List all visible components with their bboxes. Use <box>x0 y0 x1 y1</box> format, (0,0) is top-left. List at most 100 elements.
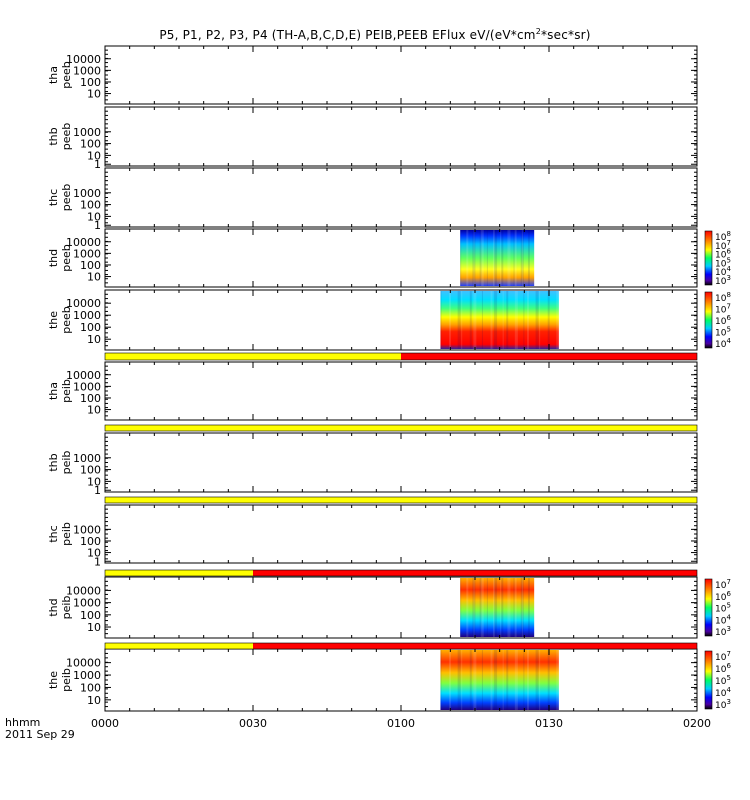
spectrogram-streak <box>457 291 461 349</box>
spectrogram-streak <box>461 650 463 710</box>
spectrogram-streak <box>506 291 509 349</box>
spectrogram-streak <box>486 578 488 637</box>
flag-segment-yellow <box>105 643 253 649</box>
panel-product-label: peib <box>60 668 73 692</box>
spectrogram-streak <box>460 230 462 286</box>
spectrogram-streak <box>449 291 452 349</box>
spectrogram-streak <box>523 291 525 349</box>
spectrogram-streak <box>494 578 498 637</box>
spectrogram-streak <box>514 578 517 637</box>
x-tick-label: 0100 <box>387 717 415 730</box>
panel-product-label: peeb <box>60 306 73 334</box>
y-tick-label: 100 <box>80 138 101 151</box>
panel-product-label: peib <box>60 379 73 403</box>
panel-probe-label: thd <box>47 598 60 616</box>
colorbar <box>704 230 713 286</box>
date-label: 2011 Sep 29 <box>5 728 75 741</box>
y-tick-label: 10000 <box>66 53 101 66</box>
flag-segment-yellow <box>105 497 697 503</box>
spectrogram-streak <box>473 578 475 637</box>
spectrogram-streak <box>547 291 550 349</box>
spectrogram-streak <box>490 291 493 349</box>
spectrogram-block <box>460 230 535 286</box>
y-tick-label: 1000 <box>73 523 101 536</box>
panel-probe-label: the <box>47 311 60 329</box>
panel-frame <box>104 289 698 351</box>
y-tick-label: 1 <box>94 484 101 497</box>
panel-frame <box>104 45 698 105</box>
flag-bar-frame <box>104 642 698 650</box>
panel-product-label: peeb <box>60 244 73 272</box>
spectrogram-streak <box>460 578 462 637</box>
spectrogram-block <box>440 291 559 349</box>
spectrogram-streak <box>527 230 530 286</box>
panel-product-label: peeb <box>60 184 73 212</box>
spectrogram-streak <box>457 650 461 710</box>
y-tick-label: 10 <box>87 621 101 634</box>
panel-probe-label: tha <box>47 382 60 400</box>
spectrogram-streak <box>449 650 452 710</box>
spectrogram-streak <box>513 578 515 637</box>
spectrogram-streak <box>500 578 502 637</box>
flag-bar <box>104 642 698 650</box>
panel-frame <box>104 504 698 564</box>
panel-probe-label: thc <box>47 525 60 542</box>
y-tick-label: 100 <box>80 76 101 89</box>
spectrogram-streak <box>473 650 477 710</box>
spectrogram-streak <box>466 230 469 286</box>
panel-probe-label: thb <box>47 453 60 471</box>
spectrogram-streak <box>526 650 529 710</box>
y-tick-label: 1000 <box>73 126 101 139</box>
y-tick-label: 100 <box>80 199 101 212</box>
colorbar-label: 103 <box>715 625 731 638</box>
y-tick-label: 1000 <box>73 64 101 77</box>
spectrogram-streak <box>539 291 541 349</box>
panel-probe-label: thd <box>47 249 60 267</box>
colorbar <box>704 578 713 637</box>
spectrogram-streak <box>502 650 504 710</box>
spectrogram-streak <box>486 230 488 286</box>
colorbar <box>704 650 713 710</box>
spectrogram-streak <box>521 578 523 637</box>
spectrogram-streak <box>480 230 484 286</box>
spectrogram-streak <box>547 650 550 710</box>
spectrogram-streak <box>507 578 511 637</box>
panel-product-label: peib <box>60 596 73 620</box>
spectrogram-streak <box>535 650 539 710</box>
y-tick-label: 10 <box>87 547 101 560</box>
y-tick-label: 1 <box>94 158 101 171</box>
spectrogram-streak <box>494 650 498 710</box>
y-tick-label: 1 <box>94 219 101 232</box>
spectrogram-streak <box>492 578 495 637</box>
flag-bar <box>104 569 698 577</box>
panel-frame <box>104 361 698 421</box>
spectrogram-streak <box>473 230 475 286</box>
spectrogram-streak <box>472 230 476 286</box>
spectrogram-streak <box>480 578 484 637</box>
flag-bar-frame <box>104 496 698 504</box>
flag-segment-red <box>253 570 697 576</box>
colorbar-label: 103 <box>715 698 731 711</box>
spectrogram-streak <box>514 650 518 710</box>
spectrogram-streak <box>469 291 472 349</box>
colorbar-label: 104 <box>715 337 731 350</box>
y-tick-label: 10 <box>87 210 101 223</box>
spectrogram-streak <box>526 291 529 349</box>
flag-bar <box>104 496 698 504</box>
spectrogram-streak <box>501 230 504 286</box>
spectrogram-streak <box>440 291 442 349</box>
spectrogram-streak <box>479 230 482 286</box>
flag-segment-yellow <box>105 425 697 431</box>
spectrogram-streak <box>501 578 504 637</box>
y-tick-label: 10000 <box>66 297 101 310</box>
y-tick-label: 100 <box>80 535 101 548</box>
x-tick-label: 0130 <box>535 717 563 730</box>
